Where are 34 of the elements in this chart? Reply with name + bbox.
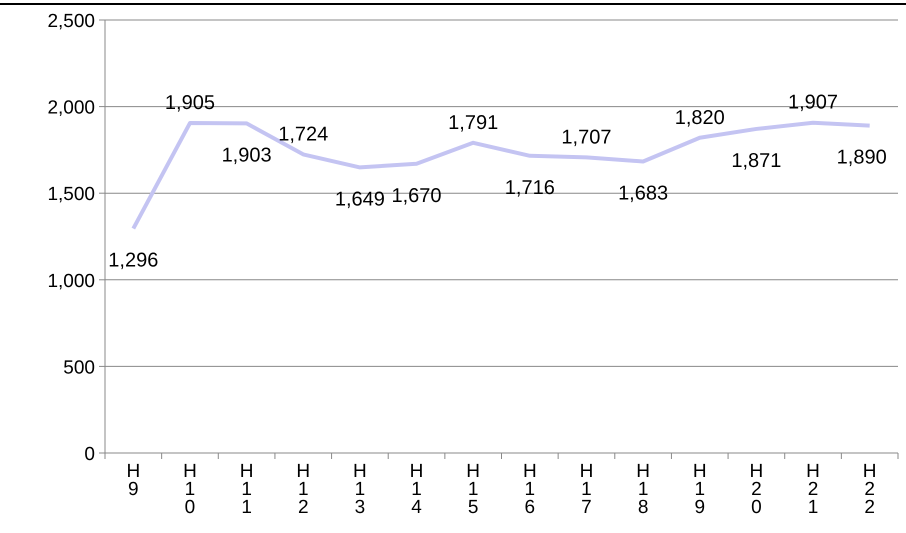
data-label: 1,724 bbox=[278, 123, 328, 146]
data-label: 1,905 bbox=[164, 92, 215, 114]
x-tick-label: H13 bbox=[353, 461, 367, 518]
y-tick-label: 2,500 bbox=[47, 11, 95, 32]
x-tick-label: H15 bbox=[466, 461, 480, 518]
data-label: 1,707 bbox=[561, 126, 612, 148]
y-tick-label: 2,000 bbox=[47, 98, 95, 119]
x-tick-label: H18 bbox=[636, 461, 650, 518]
x-tick-label: H17 bbox=[580, 461, 594, 518]
data-label: 1,871 bbox=[731, 150, 782, 172]
data-label: 1,670 bbox=[392, 184, 442, 207]
x-tick-label: H11 bbox=[240, 461, 254, 518]
x-tick-label: H22 bbox=[862, 461, 877, 518]
data-label: 1,890 bbox=[836, 146, 887, 169]
x-tick-label: H20 bbox=[750, 461, 764, 518]
data-label: 1,907 bbox=[788, 92, 838, 114]
x-tick-label: H16 bbox=[522, 461, 537, 518]
x-tick-label: H21 bbox=[806, 461, 820, 518]
data-label: 1,649 bbox=[334, 188, 385, 210]
data-label: 1,716 bbox=[504, 176, 555, 199]
x-tick-label: H9 bbox=[126, 461, 140, 500]
data-label: 1,683 bbox=[618, 182, 668, 205]
y-tick-label: 0 bbox=[84, 444, 95, 465]
data-label: 1,296 bbox=[108, 250, 158, 272]
x-tick-label: H10 bbox=[183, 461, 197, 518]
y-tick-label: 1,000 bbox=[47, 270, 95, 292]
data-label: 1,903 bbox=[222, 144, 272, 166]
x-tick-label: H12 bbox=[296, 461, 310, 518]
y-tick-label: 500 bbox=[63, 357, 95, 378]
x-tick-label: H14 bbox=[410, 461, 424, 518]
x-tick-label: H19 bbox=[692, 461, 707, 518]
data-label: 1,791 bbox=[448, 112, 498, 134]
y-tick-label: 1,500 bbox=[47, 184, 95, 206]
data-label: 1,820 bbox=[674, 106, 725, 129]
